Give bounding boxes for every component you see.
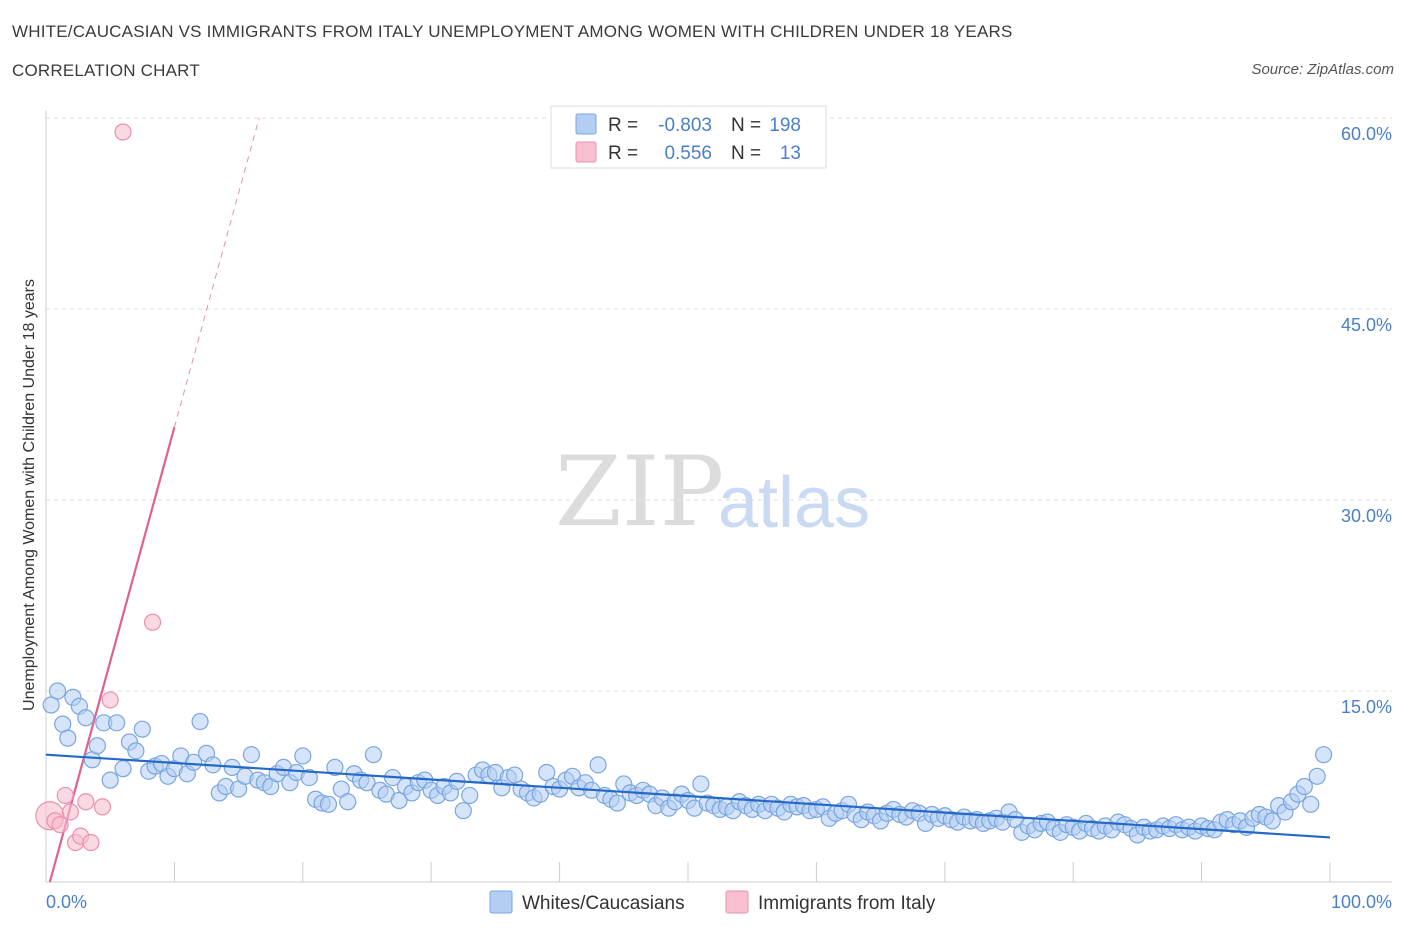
whites-point-197 [1302,795,1320,813]
whites-point-102 [692,775,710,793]
x-tick-label-min: 0.0% [46,892,87,912]
whites-point-78 [538,763,556,782]
whites-points [42,682,1333,844]
whites-point-1 [48,682,67,700]
y-tick-label-3: 60.0% [1341,124,1392,144]
y-tick-label-2: 45.0% [1341,315,1392,335]
whites-trend-solid [45,753,1331,839]
legend-swatch-blue [575,113,597,135]
watermark-zip: ZIP [555,436,724,548]
whites-point-51 [364,746,383,764]
whites-point-10 [101,771,119,789]
legend-r-value-pink: 0.556 [664,143,712,164]
series-legend-label-italy: Immigrants from Italy [758,893,936,914]
whites-point-11 [108,714,126,732]
legend-n-value-pink: 13 [780,143,801,164]
gridlines [46,117,1392,692]
watermark: ZIP atlas [555,436,870,548]
whites-trend-line [45,753,1331,839]
whites-point-66 [461,786,479,805]
chart-title: WHITE/CAUCASIAN VS IMMIGRANTS FROM ITALY… [12,22,1013,41]
y-tick-label-1: 30.0% [1341,506,1392,526]
italy-points [35,123,162,852]
whites-point-41 [300,768,318,787]
whites-point-73 [506,766,524,784]
italy-trend-dashed [173,117,260,428]
whites-point-45 [326,758,344,777]
whites-point-65 [454,802,472,820]
whites-point-32 [242,746,261,764]
italy-point-3 [56,786,74,805]
legend-n-label-blue: N = [731,115,761,136]
series-legend: Whites/Caucasians Immigrants from Italy [489,890,936,914]
whites-point-55 [390,791,408,810]
y-tick-label-0: 15.0% [1341,697,1392,717]
italy-point-4 [61,803,79,821]
legend-r-label-pink: R = [608,143,638,164]
italy-point-7 [77,793,95,811]
x-tick-labels: 0.0% 100.0% [46,892,1392,912]
correlation-legend-box [550,105,827,169]
italy-point-10 [101,691,119,709]
whites-point-15 [133,720,151,738]
series-legend-swatch-whites [489,890,513,914]
x-tick-label-max: 100.0% [1331,892,1392,912]
whites-point-24 [191,712,209,731]
whites-point-40 [294,747,312,765]
legend-swatch-pink [575,141,597,163]
legend-n-value-blue: 198 [769,115,801,136]
source-credit: Source: ZipAtlas.com [1251,61,1394,78]
legend-r-label-blue: R = [608,115,638,136]
whites-point-198 [1308,767,1326,785]
whites-point-89 [608,794,626,812]
whites-point-8 [88,737,106,755]
whites-point-3 [59,729,77,747]
italy-point-11 [114,123,132,141]
italy-point-2 [51,816,69,834]
whites-point-47 [339,793,357,811]
whites-point-199 [1314,746,1333,764]
whites-point-0 [42,696,60,714]
series-legend-swatch-italy [725,890,749,914]
whites-point-86 [589,756,607,774]
whites-point-191 [1263,812,1281,830]
legend-r-value-blue: -0.803 [658,115,712,136]
whites-point-14 [127,742,145,760]
italy-point-9 [93,798,112,816]
correlation-legend: R = -0.803 N = 198 R = 0.556 N = 13 [550,105,827,169]
watermark-atlas: atlas [718,463,870,543]
legend-n-label-pink: N = [731,143,761,164]
italy-point-8 [82,833,100,852]
axes [45,110,1392,883]
italy-point-12 [143,613,162,631]
whites-point-196 [1295,777,1313,796]
whites-point-44 [319,795,338,813]
chart-subtitle: CORRELATION CHART [12,61,200,80]
y-tick-labels: 15.0% 30.0% 45.0% 60.0% [1341,124,1392,717]
whites-point-12 [114,760,132,778]
series-legend-label-whites: Whites/Caucasians [522,893,685,914]
whites-point-6 [77,709,95,727]
whites-point-23 [185,753,203,771]
y-axis-label: Unemployment Among Women with Children U… [21,279,38,711]
